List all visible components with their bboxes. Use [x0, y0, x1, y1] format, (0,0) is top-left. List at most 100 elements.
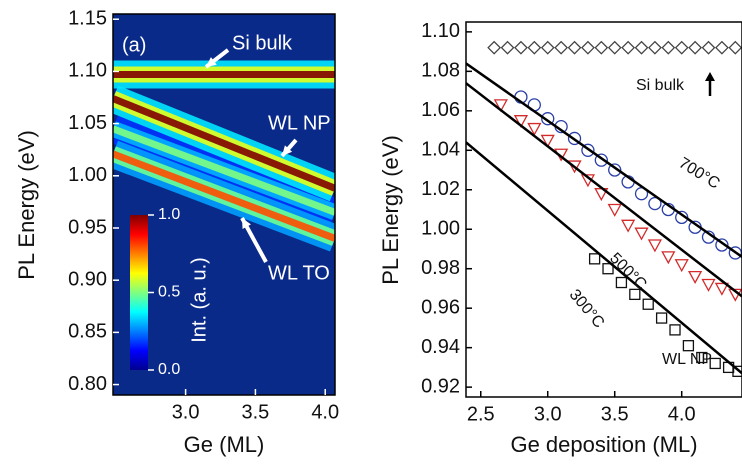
- colorbar-label: Int. (a. u.): [188, 257, 210, 343]
- data-point: [709, 357, 721, 370]
- data-point: [701, 278, 716, 292]
- colorbar-tick-label: 0.5: [158, 284, 180, 301]
- y-axis-label: PL Energy (eV): [378, 135, 403, 285]
- series-label: 300°C: [566, 286, 608, 331]
- data-point: [661, 251, 676, 265]
- data-point: [581, 143, 595, 157]
- y-tick-label: 1.02: [421, 178, 460, 200]
- data-point: [500, 40, 515, 55]
- data-point: [669, 324, 681, 336]
- data-point: [540, 40, 555, 55]
- data-point: [647, 40, 662, 55]
- x-tick-label: 4.0: [668, 403, 696, 425]
- y-tick-label: 1.06: [421, 99, 460, 121]
- data-point: [514, 40, 528, 55]
- y-tick-label: 0.94: [421, 336, 460, 358]
- panel-a: 0.0 0.5 1.0 Int. (a. u.) (a) Si bulk WL NP WL T…: [14, 8, 339, 457]
- data-point: [696, 351, 708, 364]
- data-point: [581, 40, 595, 55]
- data-point: [594, 153, 608, 167]
- fit-line: [466, 141, 742, 375]
- y-tick-label: 0.96: [421, 296, 460, 318]
- data-point: [661, 40, 676, 55]
- arrow-head: [242, 218, 251, 229]
- data-point: [714, 40, 729, 55]
- y-tick-label: 1.10: [421, 20, 460, 42]
- colorbar-tick-label: 1.0: [158, 206, 180, 223]
- colorbar: [130, 215, 148, 370]
- data-point: [728, 40, 742, 55]
- arrow-head: [206, 57, 217, 67]
- heatmap: [113, 14, 335, 395]
- data-point: [493, 99, 508, 113]
- y-axis-label: PL Energy (eV): [14, 130, 39, 280]
- data-point: [588, 253, 601, 265]
- data-point: [655, 312, 668, 324]
- data-point: [541, 112, 555, 126]
- data-point: [621, 40, 636, 55]
- colorbar-tick-label: 0.0: [158, 361, 180, 378]
- data-point: [648, 196, 662, 211]
- data-point: [527, 122, 542, 136]
- intensity-ridge: [113, 95, 335, 192]
- x-tick-label: 4.0: [311, 401, 339, 423]
- data-point: [634, 40, 649, 55]
- data-point: [567, 160, 582, 174]
- y-tick-label: 0.98: [421, 257, 460, 279]
- arrow-head: [705, 72, 715, 81]
- x-tick-label: 3.5: [242, 401, 270, 423]
- x-axis-label: Ge deposition (ML): [510, 432, 697, 457]
- y-tick-label: 0.80: [68, 373, 107, 395]
- annotation: WL NP: [662, 351, 712, 368]
- data-point: [602, 263, 614, 275]
- data-point: [682, 340, 695, 352]
- data-point: [647, 239, 663, 253]
- y-tick-label: 0.85: [68, 321, 107, 343]
- data-point: [688, 270, 703, 284]
- x-axis-label: Ge (ML): [184, 432, 265, 457]
- data-point: [567, 40, 582, 55]
- data-point: [594, 40, 609, 55]
- data-point: [634, 227, 649, 241]
- y-tick-label: 0.92: [421, 375, 460, 397]
- data-point: [642, 298, 654, 310]
- series-label: Si bulk: [636, 77, 685, 94]
- data-point: [674, 259, 689, 273]
- intensity-ridge: [113, 150, 335, 242]
- data-point: [732, 365, 742, 377]
- intensity-ridge: [113, 125, 335, 216]
- data-point: [513, 115, 529, 129]
- data-point: [674, 40, 689, 55]
- series-label: 700°C: [676, 155, 723, 193]
- panel-label: (a): [122, 34, 146, 56]
- data-point: [554, 40, 569, 55]
- annotation: WL NP: [268, 112, 331, 134]
- data-point: [701, 40, 716, 55]
- y-tick-label: 1.04: [421, 139, 460, 161]
- data-point: [527, 40, 542, 55]
- plot-area: [466, 40, 742, 377]
- data-point: [608, 163, 622, 177]
- fit-line: [466, 62, 742, 258]
- annotation: WL TO: [268, 262, 330, 284]
- data-point: [714, 282, 729, 296]
- y-tick-label: 1.05: [68, 112, 107, 134]
- plot-frame: [112, 13, 336, 396]
- x-tick-label: 3.0: [534, 403, 562, 425]
- data-point: [607, 40, 622, 55]
- y-tick-label: 1.10: [68, 60, 107, 82]
- plot-frame: [465, 21, 742, 398]
- y-tick-label: 1.00: [68, 164, 107, 186]
- data-point: [487, 40, 502, 55]
- y-tick-label: 1.15: [68, 8, 107, 30]
- data-point: [621, 219, 636, 233]
- annotation: Si bulk: [232, 32, 293, 54]
- data-point: [540, 134, 555, 148]
- x-tick-label: 3.0: [172, 401, 200, 423]
- data-point: [615, 276, 628, 289]
- x-tick-label: 3.5: [601, 403, 629, 425]
- data-point: [715, 238, 729, 252]
- y-tick-label: 1.00: [421, 218, 460, 240]
